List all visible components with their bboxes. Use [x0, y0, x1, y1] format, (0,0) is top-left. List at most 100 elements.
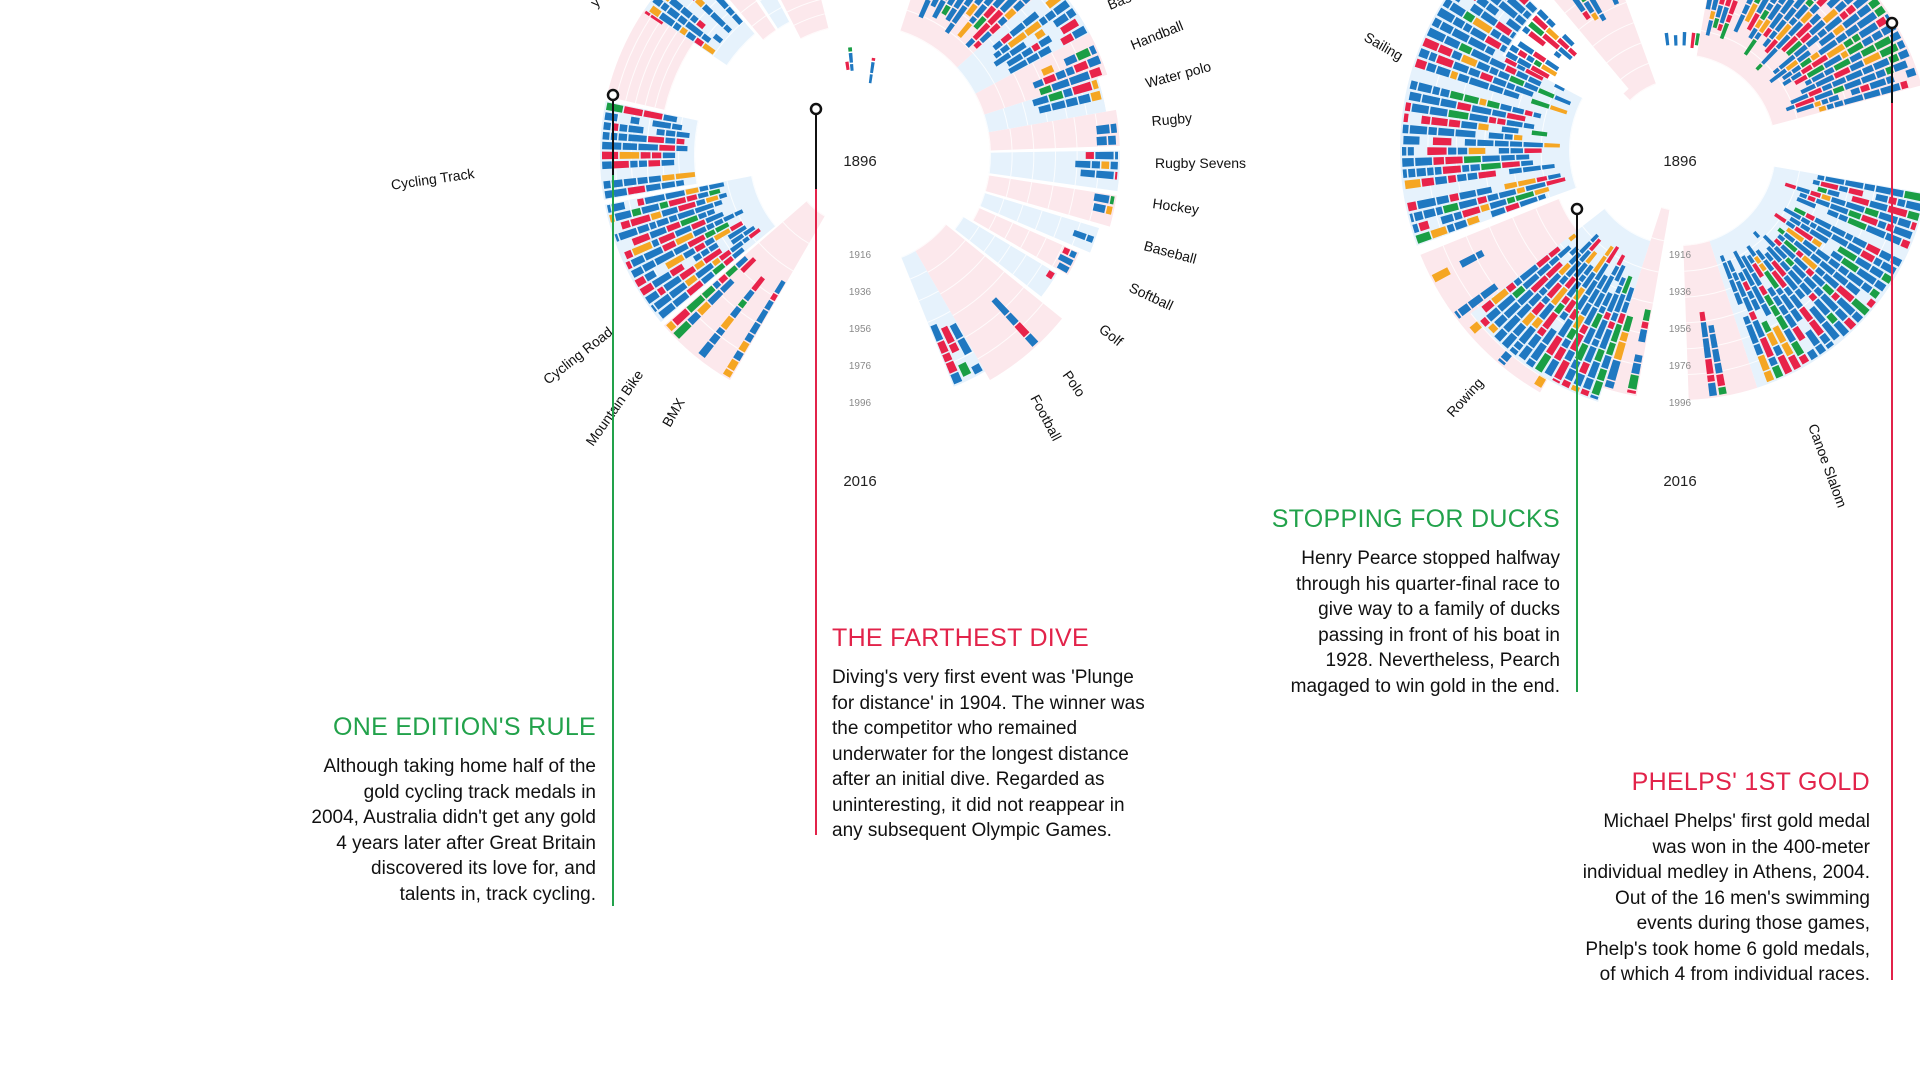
medal-bar	[1851, 33, 1861, 43]
medal-bar	[1554, 95, 1572, 106]
medal-bar	[1815, 248, 1831, 262]
medal-bar	[673, 320, 692, 339]
medal-bar	[1875, 68, 1887, 79]
medal-bar	[1575, 294, 1589, 311]
medal-bar	[605, 102, 624, 113]
ring-gridline	[793, 13, 825, 26]
medal-bar	[1820, 181, 1839, 191]
medal-bar	[1506, 196, 1516, 204]
medal-bar	[694, 202, 714, 214]
medal-bar	[1449, 2, 1466, 18]
medal-bar	[1709, 333, 1718, 349]
medal-bar	[1415, 231, 1432, 244]
radial-chart-1: 1896 2016 1916 1936 1956 1976 1996 Cycling Trac…	[390, 0, 1246, 490]
medal-bar	[713, 228, 731, 241]
medal-bar	[698, 341, 714, 359]
medal-bar	[1523, 122, 1535, 130]
medal-bar	[932, 0, 946, 19]
medal-bar	[1840, 257, 1859, 273]
medal-bar	[1418, 220, 1430, 232]
medal-bar	[1402, 147, 1407, 156]
medal-bar	[1409, 80, 1418, 91]
annotation-line: give way to a family of ducks	[1318, 599, 1560, 620]
medal-bar	[973, 15, 987, 30]
annotation-marker[interactable]	[809, 102, 823, 116]
annotation-marker[interactable]	[1885, 16, 1899, 30]
ring-gridline	[646, 110, 653, 193]
ring-gridline	[1070, 42, 1088, 82]
medal-bar	[1505, 202, 1520, 212]
medal-bar	[1852, 236, 1868, 249]
medal-bar	[1455, 129, 1476, 138]
medal-bar	[1545, 261, 1563, 279]
medal-bar	[1799, 192, 1808, 199]
medal-bar	[770, 292, 778, 302]
medal-bar	[1544, 143, 1560, 148]
medal-bar	[1429, 106, 1448, 117]
medal-bar	[729, 305, 742, 319]
medal-bar	[1814, 266, 1826, 277]
medal-bar	[1557, 318, 1574, 338]
ring-gridline	[915, 224, 947, 252]
medal-bar	[690, 219, 706, 230]
medal-bar	[1516, 303, 1532, 319]
medal-bar	[1832, 85, 1845, 94]
medal-bar	[1831, 76, 1847, 88]
medal-bar	[1101, 161, 1110, 170]
medal-bar	[696, 198, 706, 207]
medal-bar	[1878, 211, 1899, 224]
medal-bar	[1073, 60, 1089, 73]
medal-bar	[1864, 207, 1879, 218]
medal-bar	[1451, 50, 1463, 61]
annotation-marker[interactable]	[606, 88, 620, 102]
sport-label: Rugby	[1151, 110, 1193, 129]
medal-bar	[1564, 349, 1576, 362]
medal-bar	[1524, 109, 1533, 117]
sport-label: Baseball	[1142, 237, 1198, 266]
medal-bar	[1416, 167, 1427, 177]
medal-bar	[1690, 32, 1696, 49]
ring-gridline	[866, 54, 881, 58]
medal-bar	[1783, 232, 1796, 243]
medal-bar	[708, 332, 721, 345]
medal-bar	[1822, 273, 1840, 290]
medal-bar	[1780, 244, 1796, 260]
medal-bar	[749, 321, 761, 335]
medal-bar	[1498, 148, 1510, 154]
medal-bar	[1546, 282, 1563, 299]
medal-bar	[685, 21, 704, 38]
medal-bar	[692, 226, 707, 237]
medal-bar	[1775, 287, 1784, 296]
medal-bar	[1897, 49, 1910, 60]
medal-bar	[649, 226, 667, 239]
annotation-marker[interactable]	[1570, 202, 1584, 216]
medal-bar	[1791, 264, 1807, 279]
medal-bar	[1783, 207, 1802, 221]
medal-bar	[1561, 379, 1572, 389]
medal-bar	[1088, 45, 1097, 55]
sport-label: Rowing	[1443, 375, 1486, 420]
ring-gridline	[671, 0, 695, 29]
medal-bar	[619, 124, 628, 132]
annotation-line: Michael Phelps' first gold medal	[1603, 811, 1870, 832]
medal-bar	[1500, 103, 1512, 112]
medal-bar	[1817, 28, 1828, 39]
medal-bar	[1702, 338, 1712, 359]
medal-bar	[1542, 33, 1560, 50]
medal-bar	[1769, 12, 1784, 30]
ring-gridline	[726, 33, 756, 66]
medal-bar	[705, 211, 724, 224]
medal-bar	[1836, 297, 1856, 316]
medal-bar	[706, 208, 716, 216]
medal-bar	[718, 192, 728, 199]
sport-sector	[729, 0, 777, 41]
medal-bar	[702, 43, 716, 55]
medal-bar	[1793, 0, 1806, 10]
sport-label: Hockey	[1152, 195, 1200, 217]
medal-bar	[1874, 36, 1892, 50]
medal-bar	[631, 241, 653, 256]
medal-bar	[1590, 233, 1599, 243]
medal-bar	[1457, 303, 1472, 317]
medal-bar	[999, 0, 1018, 13]
medal-bar	[1780, 0, 1795, 15]
